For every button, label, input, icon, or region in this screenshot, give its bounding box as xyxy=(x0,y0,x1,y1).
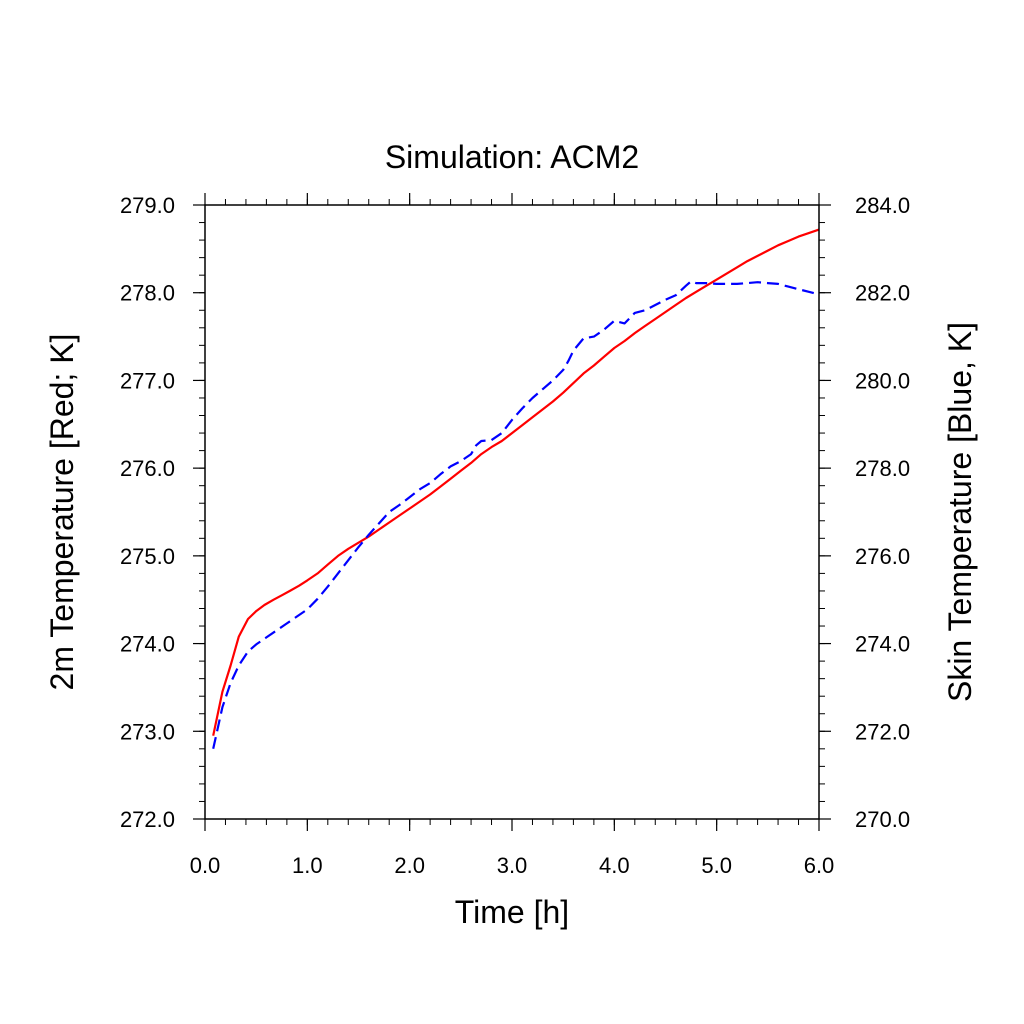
y-right-tick-label: 272.0 xyxy=(855,719,910,744)
y-left-tick-label: 277.0 xyxy=(120,368,175,393)
y-right-tick-label: 284.0 xyxy=(855,193,910,218)
y-right-tick-label: 278.0 xyxy=(855,456,910,481)
y-left-tick-label: 275.0 xyxy=(120,544,175,569)
y-right-tick-label: 282.0 xyxy=(855,281,910,306)
plot-marks xyxy=(212,228,820,750)
two-meter-temperature-line xyxy=(212,228,820,736)
y-left-tick-label: 272.0 xyxy=(120,807,175,832)
chart-title: Simulation: ACM2 xyxy=(385,139,639,175)
x-axis-label: Time [h] xyxy=(455,894,569,930)
y-right-tick-label: 274.0 xyxy=(855,632,910,657)
y-left-tick-label: 279.0 xyxy=(120,193,175,218)
x-tick-label: 1.0 xyxy=(292,853,323,878)
y-left-tick-label: 273.0 xyxy=(120,719,175,744)
x-tick-label: 3.0 xyxy=(497,853,528,878)
y-right-tick-label: 280.0 xyxy=(855,368,910,393)
plot-frame xyxy=(204,204,820,820)
y-right-axis-label: Skin Temperature [Blue, K] xyxy=(942,322,978,702)
x-tick-label: 0.0 xyxy=(190,853,221,878)
y-right-tick-label: 276.0 xyxy=(855,544,910,569)
x-tick-label: 2.0 xyxy=(394,853,425,878)
y-right-tick-label: 270.0 xyxy=(855,807,910,832)
x-tick-label: 6.0 xyxy=(804,853,835,878)
x-tick-label: 5.0 xyxy=(701,853,732,878)
y-left-tick-label: 274.0 xyxy=(120,632,175,657)
y-left-tick-label: 276.0 xyxy=(120,456,175,481)
axis-ticks: 0.0 1.0 2.0 3.0 4.0 5.0 6.0 272.0 273.0 274.0 275.… xyxy=(120,193,910,878)
skin-temperature-line xyxy=(212,280,820,750)
x-tick-label: 4.0 xyxy=(599,853,630,878)
y-left-axis-label: 2m Temperature [Red; K] xyxy=(44,334,80,691)
y-left-tick-label: 278.0 xyxy=(120,281,175,306)
